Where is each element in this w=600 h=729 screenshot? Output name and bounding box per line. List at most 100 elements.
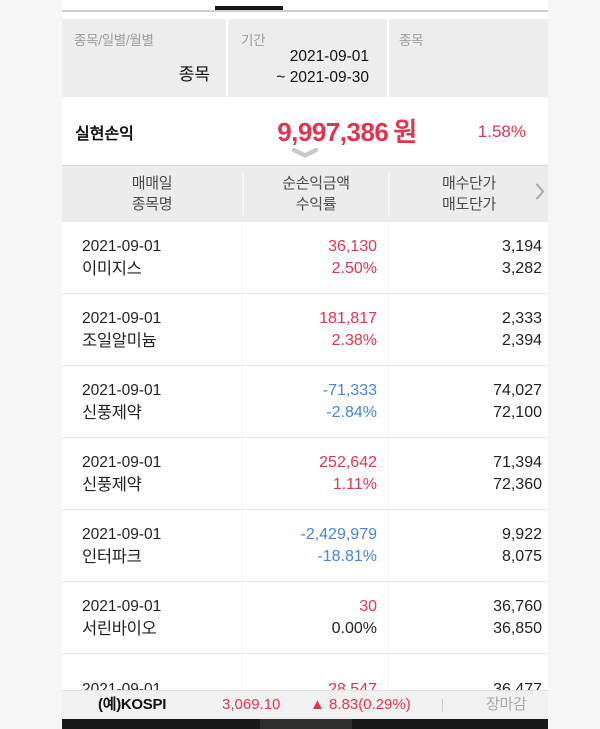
chevron-down-icon[interactable] bbox=[291, 145, 319, 163]
market-index-bar[interactable]: (예)KOSPI 3,069.10 ▲ 8.83(0.29%) 장마감 bbox=[62, 690, 548, 719]
filter-type-value: 종목 bbox=[178, 65, 210, 84]
buy-price: 9,922 bbox=[501, 525, 542, 543]
trade-date: 2021-09-01 bbox=[82, 453, 162, 471]
sell-price: 72,100 bbox=[493, 403, 542, 421]
scroll-right-icon[interactable] bbox=[534, 182, 546, 207]
sell-price: 3,282 bbox=[501, 259, 542, 277]
net-profit-amount: 36,130 bbox=[328, 237, 377, 255]
stock-name: 조일알미늄 bbox=[82, 331, 157, 350]
trade-date-stock-cell: 2021-09-01 서린바이오 bbox=[62, 582, 242, 653]
profit-rate: 2.50% bbox=[331, 259, 377, 277]
filter-period-from: 2021-09-01 bbox=[289, 48, 369, 65]
spacer bbox=[62, 12, 548, 19]
trade-date-stock-cell: 2021-09-01 인터파크 bbox=[62, 510, 242, 581]
price-cell: 36,760 36,850 bbox=[388, 582, 548, 653]
price-cell: 74,027 72,100 bbox=[388, 366, 548, 437]
net-profit-amount: 252,642 bbox=[319, 453, 377, 471]
buy-price: 2,333 bbox=[501, 309, 542, 327]
filter-row: 종목/일별/월별 종목 기간 2021-09-01 ~ 2021-09-30 종… bbox=[62, 19, 548, 97]
net-profit-cell: 30 0.00% bbox=[242, 582, 388, 653]
filter-period-label: 기간 bbox=[241, 33, 266, 48]
net-profit-amount: 28,547 bbox=[328, 680, 377, 691]
market-index-value: 3,069.10 bbox=[222, 696, 281, 713]
table-row[interactable]: 2021-09-01 28,547 36,477 bbox=[62, 654, 548, 690]
net-profit-amount: -71,333 bbox=[322, 381, 377, 399]
divider bbox=[442, 699, 443, 712]
realized-pnl-summary: 실현손익 9,997,386 원 1.58% bbox=[62, 97, 548, 166]
price-cell: 9,922 8,075 bbox=[388, 510, 548, 581]
stock-name: 신풍제약 bbox=[82, 475, 142, 494]
net-profit-amount: 30 bbox=[359, 597, 377, 615]
net-profit-cell: -71,333 -2.84% bbox=[242, 366, 388, 437]
market-name: (예)KOSPI bbox=[98, 696, 167, 713]
buy-price: 3,194 bbox=[501, 237, 542, 255]
profit-rate: -2.84% bbox=[326, 403, 377, 421]
buy-price: 74,027 bbox=[493, 381, 542, 399]
sell-price: 8,075 bbox=[501, 547, 542, 565]
buy-price: 71,394 bbox=[493, 453, 542, 471]
realized-pnl-label: 실현손익 bbox=[75, 126, 134, 143]
market-change: ▲ 8.83(0.29%) bbox=[310, 696, 411, 713]
trade-date: 2021-09-01 bbox=[82, 237, 162, 255]
filter-stock-label: 종목 bbox=[399, 33, 424, 48]
header-trade-date-stock: 매매일 종목명 bbox=[131, 175, 173, 213]
profit-rate: 1.11% bbox=[332, 475, 377, 493]
stock-name: 이미지스 bbox=[82, 259, 142, 278]
price-cell: 3,194 3,282 bbox=[388, 222, 548, 293]
bottom-nav-remnant[interactable] bbox=[62, 719, 548, 729]
price-cell: 71,394 72,360 bbox=[388, 438, 548, 509]
table-row[interactable]: 2021-09-01 신풍제약 252,642 1.11% 71,394 72,… bbox=[62, 438, 548, 510]
header-net-profit-rate: 순손익금액 수익률 bbox=[242, 173, 388, 215]
sell-price: 36,850 bbox=[493, 619, 542, 637]
stock-name: 서린바이오 bbox=[82, 619, 157, 638]
trade-list: 2021-09-01 이미지스 36,130 2.50% 3,194 3,282… bbox=[62, 222, 548, 690]
table-row[interactable]: 2021-09-01 서린바이오 30 0.00% 36,760 36,850 bbox=[62, 582, 548, 654]
trade-date-stock-cell: 2021-09-01 신풍제약 bbox=[62, 366, 242, 437]
net-profit-cell: 252,642 1.11% bbox=[242, 438, 388, 509]
table-row[interactable]: 2021-09-01 신풍제약 -71,333 -2.84% 74,027 72… bbox=[62, 366, 548, 438]
currency-unit: 원 bbox=[393, 117, 417, 147]
sell-price: 72,360 bbox=[493, 475, 542, 493]
trade-date: 2021-09-01 bbox=[82, 309, 162, 327]
tab-bar-remnant bbox=[62, 0, 548, 12]
header-buy-sell-price: 매수단가 매도단가 bbox=[388, 173, 548, 215]
realized-pnl-percent: 1.58% bbox=[477, 122, 526, 141]
trade-date: 2021-09-01 bbox=[82, 525, 162, 543]
nav-segment bbox=[260, 719, 352, 729]
stock-name: 인터파크 bbox=[82, 547, 142, 566]
realized-pnl-amount: 9,997,386 원 bbox=[277, 117, 417, 147]
sell-price: 2,394 bbox=[501, 331, 542, 349]
net-profit-cell: 36,130 2.50% bbox=[242, 222, 388, 293]
table-row[interactable]: 2021-09-01 이미지스 36,130 2.50% 3,194 3,282 bbox=[62, 222, 548, 294]
filter-type-cell[interactable]: 종목/일별/월별 종목 bbox=[62, 19, 226, 97]
market-status: 장마감 bbox=[486, 696, 527, 713]
trade-date-stock-cell: 2021-09-01 조일알미늄 bbox=[62, 294, 242, 365]
net-profit-cell: -2,429,979 -18.81% bbox=[242, 510, 388, 581]
net-profit-cell: 181,817 2.38% bbox=[242, 294, 388, 365]
trade-date: 2021-09-01 bbox=[82, 597, 162, 615]
trade-date-stock-cell: 2021-09-01 이미지스 bbox=[62, 222, 242, 293]
trade-date-stock-cell: 2021-09-01 신풍제약 bbox=[62, 438, 242, 509]
trade-date: 2021-09-01 bbox=[82, 680, 162, 691]
price-cell: 2,333 2,394 bbox=[388, 294, 548, 365]
trade-date: 2021-09-01 bbox=[82, 381, 162, 399]
buy-price: 36,760 bbox=[493, 597, 542, 615]
filter-period-cell[interactable]: 기간 2021-09-01 ~ 2021-09-30 bbox=[228, 19, 387, 97]
buy-price: 36,477 bbox=[493, 680, 542, 691]
table-row[interactable]: 2021-09-01 조일알미늄 181,817 2.38% 2,333 2,3… bbox=[62, 294, 548, 366]
net-profit-amount: -2,429,979 bbox=[300, 525, 377, 543]
table-row[interactable]: 2021-09-01 인터파크 -2,429,979 -18.81% 9,922… bbox=[62, 510, 548, 582]
net-profit-cell: 28,547 bbox=[242, 654, 388, 690]
table-header: 매매일 종목명 순손익금액 수익률 매수단가 매도단가 bbox=[62, 166, 548, 222]
filter-stock-cell[interactable]: 종목 bbox=[389, 19, 548, 97]
profit-rate: 0.00% bbox=[331, 619, 377, 637]
price-cell: 36,477 bbox=[388, 654, 548, 690]
app-window: 종목/일별/월별 종목 기간 2021-09-01 ~ 2021-09-30 종… bbox=[62, 0, 548, 729]
filter-period-to: ~ 2021-09-30 bbox=[276, 69, 369, 86]
filter-type-label: 종목/일별/월별 bbox=[74, 33, 154, 48]
profit-rate: -18.81% bbox=[317, 547, 377, 565]
active-tab-indicator bbox=[215, 6, 283, 10]
net-profit-amount: 181,817 bbox=[319, 309, 377, 327]
filter-period-value: 2021-09-01 ~ 2021-09-30 bbox=[276, 46, 369, 88]
profit-rate: 2.38% bbox=[331, 331, 377, 349]
